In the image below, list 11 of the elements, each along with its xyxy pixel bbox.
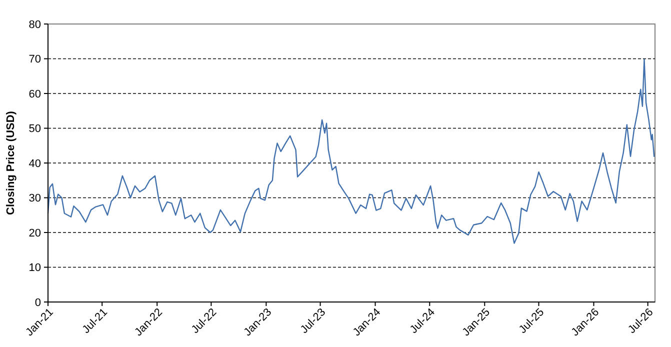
y-tick-label: 30 (28, 192, 41, 205)
y-tick-label: 50 (28, 123, 41, 136)
y-tick-label: 60 (28, 88, 41, 100)
y-axis-title: Closing Price (USD) (5, 110, 17, 215)
line-series (47, 58, 655, 244)
y-tick-label: 40 (28, 158, 41, 170)
y-tick-label: 20 (28, 227, 41, 240)
y-tick-label: 80 (28, 18, 41, 31)
y-tick-label: 0 (34, 296, 41, 309)
y-tick-label: 10 (28, 262, 41, 274)
y-tick-label: 70 (28, 54, 41, 66)
